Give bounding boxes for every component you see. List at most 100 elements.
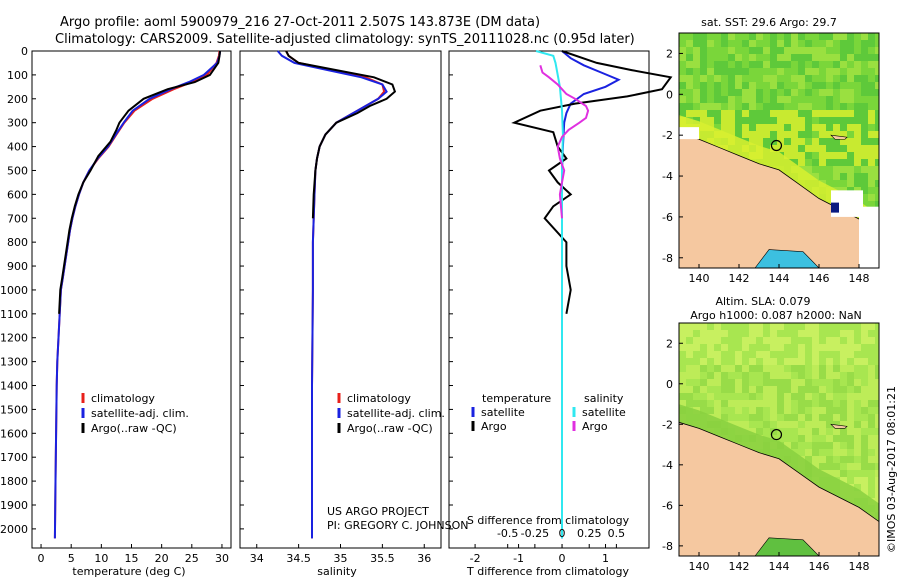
ocean-cell [847, 33, 854, 40]
ocean-cell [812, 75, 819, 82]
ocean-cell [854, 484, 861, 491]
ocean-cell [791, 379, 798, 386]
ocean-cell [798, 47, 805, 54]
ocean-cell [826, 138, 833, 145]
ocean-cell [749, 33, 756, 40]
ocean-cell [714, 75, 721, 82]
ocean-cell [721, 386, 728, 393]
x-tick-label: 35.5 [370, 552, 395, 565]
ocean-cell [686, 365, 693, 372]
ocean-cell [854, 379, 861, 386]
ocean-cell [770, 337, 777, 344]
ocean-cell [686, 379, 693, 386]
ocean-cell [833, 358, 840, 365]
ocean-cell [868, 393, 875, 400]
ocean-cell [728, 40, 735, 47]
map-x-tick-label: 144 [769, 272, 790, 285]
ocean-cell [875, 82, 879, 89]
ocean-cell [805, 449, 812, 456]
ocean-cell [770, 330, 777, 337]
ocean-cell [840, 414, 847, 421]
ocean-cell [868, 117, 875, 124]
ocean-cell [861, 145, 868, 152]
ocean-cell [700, 358, 707, 365]
ocean-cell [833, 414, 840, 421]
ocean-cell [798, 442, 805, 449]
ocean-cell [742, 421, 749, 428]
ocean-cell [819, 117, 826, 124]
ocean-cell [854, 477, 861, 484]
ocean-cell [686, 54, 693, 61]
ocean-cell [798, 89, 805, 96]
ocean-cell [791, 337, 798, 344]
ocean-cell [763, 54, 770, 61]
ocean-cell [868, 484, 875, 491]
ocean-cell [854, 75, 861, 82]
series-line-argo-raw-qc- [285, 50, 397, 219]
ocean-cell [861, 330, 868, 337]
ocean-cell [805, 435, 812, 442]
ocean-cell [735, 400, 742, 407]
ocean-cell [847, 428, 854, 435]
ocean-cell [861, 414, 868, 421]
ocean-cell [847, 47, 854, 54]
ocean-cell [714, 393, 721, 400]
ocean-cell [875, 435, 879, 442]
ocean-cell [707, 386, 714, 393]
ocean-cell [847, 124, 854, 131]
ocean-cell [826, 435, 833, 442]
ocean-cell [854, 330, 861, 337]
ocean-cell [735, 103, 742, 110]
ocean-cell [833, 180, 840, 187]
ocean-cell [875, 498, 879, 505]
ocean-cell [840, 68, 847, 75]
ocean-cell [826, 173, 833, 180]
ocean-cell [791, 414, 798, 421]
ocean-cell [735, 54, 742, 61]
ocean-cell [868, 187, 875, 194]
ocean-cell [833, 463, 840, 470]
ocean-cell [826, 110, 833, 117]
ocean-cell [721, 61, 728, 68]
ocean-cell [868, 89, 875, 96]
argo-position-marker [770, 139, 783, 152]
ocean-cell [868, 358, 875, 365]
ocean-cell [742, 358, 749, 365]
ocean-cell [728, 96, 735, 103]
ocean-cell [756, 117, 763, 124]
ocean-cell [742, 82, 749, 89]
ocean-cell [819, 337, 826, 344]
ocean-cell [707, 96, 714, 103]
ocean-cell [798, 152, 805, 159]
ocean-cell [791, 330, 798, 337]
ocean-cell [756, 379, 763, 386]
ocean-cell [742, 110, 749, 117]
ocean-cell [812, 449, 819, 456]
ocean-cell [749, 372, 756, 379]
ocean-cell [840, 40, 847, 47]
ocean-cell [840, 82, 847, 89]
ocean-cell [875, 386, 879, 393]
ocean-cell [749, 61, 756, 68]
ocean-cell [791, 40, 798, 47]
map-content [679, 323, 879, 556]
ocean-cell [875, 173, 879, 180]
ocean-cell [784, 40, 791, 47]
ocean-cell [861, 372, 868, 379]
x-tick-label: -2 [470, 552, 481, 565]
sst-cold-pixel [831, 202, 839, 213]
ocean-cell [840, 145, 847, 152]
ocean-cell [833, 166, 840, 173]
ocean-cell [784, 428, 791, 435]
ocean-cell [784, 89, 791, 96]
ocean-cell [763, 40, 770, 47]
map-y-tick-label: -8 [662, 540, 673, 553]
ocean-cell [840, 166, 847, 173]
ocean-cell [840, 393, 847, 400]
map-x-tick-label: 146 [809, 560, 830, 573]
ocean-cell [693, 89, 700, 96]
legend-label: Argo(..raw -QC) [347, 422, 433, 435]
ocean-cell [742, 75, 749, 82]
ocean-cell [875, 477, 879, 484]
